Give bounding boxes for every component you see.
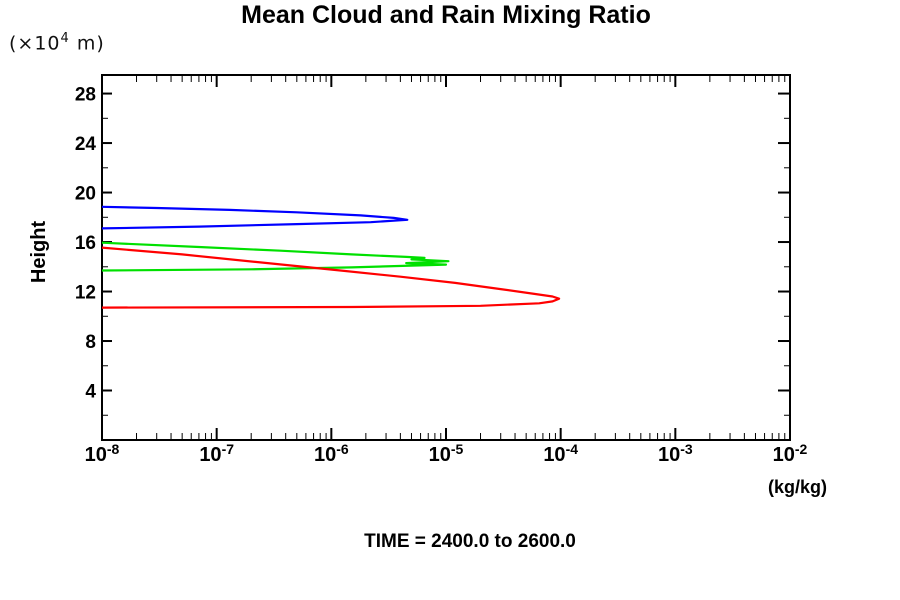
x-tick-label: 10-5: [429, 441, 464, 466]
plot-frame: [101, 74, 791, 441]
y-units-suffix: m): [69, 32, 105, 55]
series-blue-line: [101, 205, 409, 230]
y-tick-label: 8: [85, 332, 96, 353]
y-axis-units-label: (×104 m): [9, 31, 105, 54]
x-tick-label: 10-8: [85, 441, 120, 466]
x-tick-label: 10-7: [199, 441, 234, 466]
x-tick-label: 10-4: [543, 441, 578, 466]
x-axis-units-label: (kg/kg): [767, 477, 827, 497]
x-tick-label: 10-3: [658, 441, 693, 466]
x-tick-label: 10-6: [314, 441, 349, 466]
y-tick-label: 16: [75, 233, 96, 254]
series-red-line: [101, 246, 561, 309]
y-units-prefix: (×10: [9, 32, 61, 55]
y-tick-label: 4: [85, 382, 96, 403]
series-green-line: [101, 241, 450, 272]
time-caption: TIME = 2400.0 to 2600.0: [364, 531, 576, 552]
y-units-exponent: 4: [60, 31, 70, 46]
y-tick-label: 20: [75, 184, 96, 205]
y-tick-label: 12: [75, 283, 96, 304]
y-tick-label: 28: [75, 85, 96, 106]
chart-title: Mean Cloud and Rain Mixing Ratio: [241, 1, 651, 29]
y-tick-label: 24: [75, 134, 97, 155]
x-tick-label: 10-2: [773, 441, 808, 466]
